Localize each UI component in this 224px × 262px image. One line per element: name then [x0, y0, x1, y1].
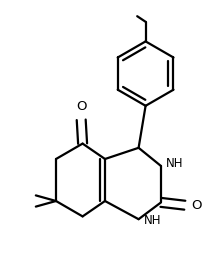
Text: NH: NH [144, 214, 161, 227]
Text: O: O [76, 100, 86, 113]
Text: O: O [191, 199, 201, 212]
Text: NH: NH [166, 157, 183, 170]
